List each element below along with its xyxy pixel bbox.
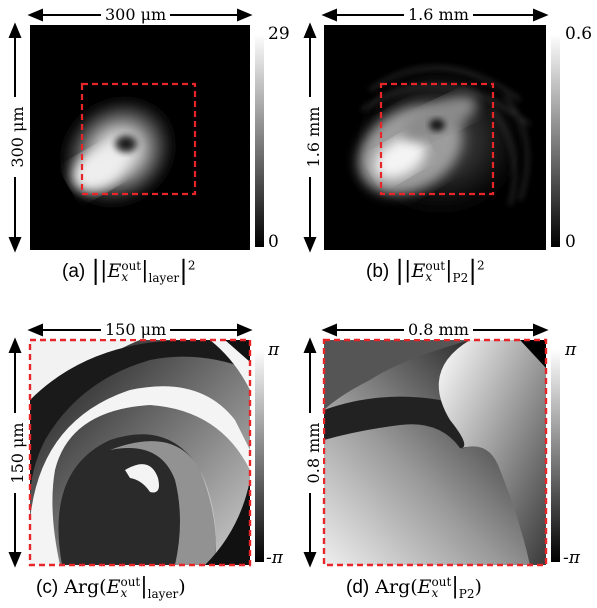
panel-d-roi-box [322,338,548,567]
panel-b-field-symbol: E [411,260,426,282]
panel-a-subscript-layer: layer [148,270,180,285]
panel-b-subscript: x [425,270,433,284]
panel-c-side-dimension: 150 μm [8,413,27,493]
panel-a-top-dimension: 300 μm [101,6,171,24]
panel-b-roi-box [379,82,495,196]
panel-d-image [324,340,546,565]
panel-d-top-dimension: 0.8 mm [404,321,473,339]
panel-a-side-dimension: 300 μm [8,97,27,177]
panel-d-colorbar [551,349,560,562]
panel-c-colorbar-min: -π [266,548,283,568]
panel-a-roi-box [80,82,197,196]
panel-b-colorbar-max: 0.6 [565,24,593,44]
panel-b-colorbar [551,34,560,247]
panel-c-top-dimension: 150 μm [101,321,171,339]
panel-d-subscript: x [431,586,439,600]
panel-d-side-dimension: 0.8 mm [304,413,323,493]
panel-a-caption: (a) ||E out x |layer|2 [62,256,196,286]
panel-c-field-symbol: E [106,576,121,598]
panel-b-power: 2 [477,258,485,273]
panel-c-letter: (c) [36,577,59,598]
panel-a-subscript: x [121,270,129,284]
panel-b-side-dimension: 1.6 mm [304,97,323,177]
panel-c-colorbar-max: π [268,340,280,360]
panel-a-field-symbol: E [107,260,122,282]
panel-b-image [324,25,546,250]
panel-c-superscript: out [120,575,141,589]
panel-c-caption: (c) Arg(E out x |layer) [36,574,186,601]
panel-d-letter: (d) [346,577,370,598]
panel-b-colorbar-min: 0 [565,232,576,252]
panel-a-superscript: out [121,259,142,273]
panel-d-arg: Arg [375,576,411,598]
panel-c-subscript-layer: layer [147,586,179,601]
panel-c-image [30,340,250,565]
panel-a-colorbar [255,34,264,247]
panel-d-caption: (d) Arg(E out x |P2) [346,574,482,601]
panel-c-roi-box [28,338,252,567]
panel-b-top-dimension: 1.6 mm [404,6,473,24]
panel-c-arg: Arg [64,576,100,598]
panel-a-colorbar-min: 0 [268,232,279,252]
panel-d-superscript: out [431,575,452,589]
panel-c-subscript: x [120,586,128,600]
panel-d-colorbar-min: -π [563,548,580,568]
panel-b-superscript: out [425,259,446,273]
panel-b-subscript-p2: P2 [452,270,469,285]
panel-d-subscript-p2: P2 [458,586,475,601]
panel-a-power: 2 [187,258,196,273]
panel-b-letter: (b) [366,261,390,282]
panel-a-colorbar-max: 29 [268,24,290,44]
panel-a-letter: (a) [62,261,86,282]
panel-a-image [30,25,250,250]
panel-d-colorbar-max: π [565,340,577,360]
panel-d-field-symbol: E [417,576,432,598]
panel-b-caption: (b) ||E out x |P2|2 [366,256,485,286]
panel-c-colorbar [255,349,264,562]
